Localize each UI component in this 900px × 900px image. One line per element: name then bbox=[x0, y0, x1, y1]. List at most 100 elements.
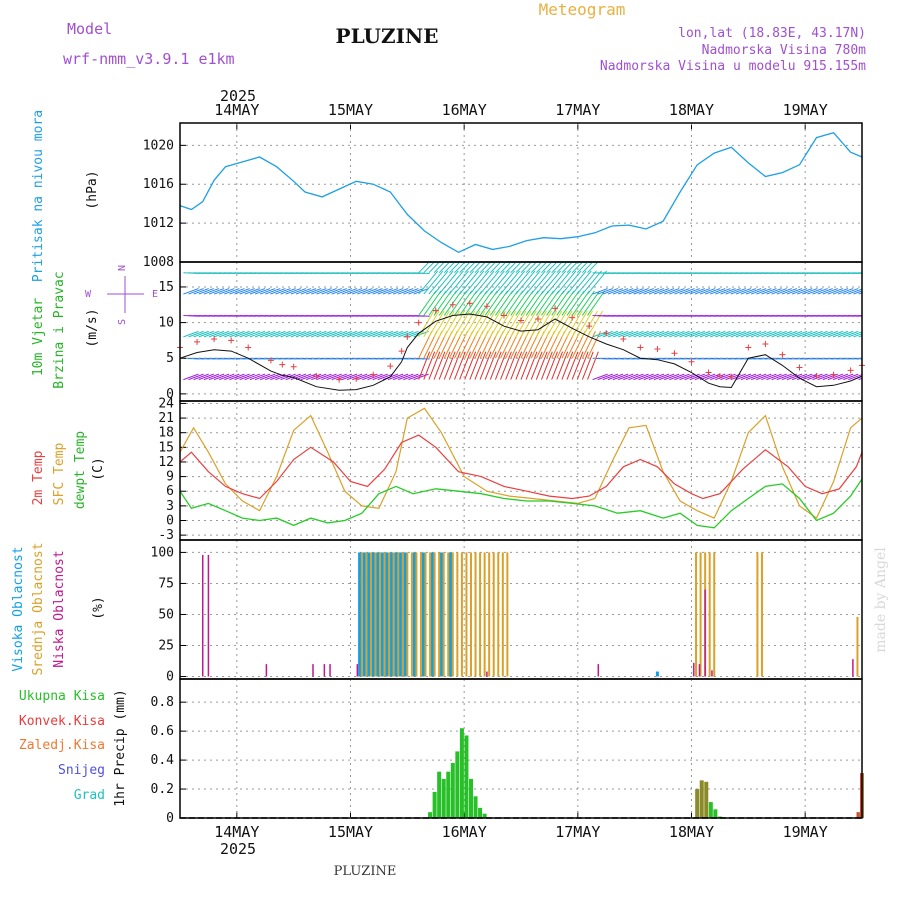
wind-arrow bbox=[346, 330, 363, 338]
wind-arrow bbox=[300, 330, 317, 338]
wind-arrow bbox=[448, 310, 466, 338]
precip-conv-bar bbox=[860, 773, 862, 818]
wind-arrow bbox=[505, 270, 526, 295]
bottom-day-label: 19MAY bbox=[783, 823, 828, 841]
wind-arrow bbox=[387, 330, 404, 338]
wind-arrow bbox=[587, 262, 599, 274]
wind-arrow bbox=[352, 330, 368, 338]
wind-label-1: 10m Vjetar bbox=[31, 298, 46, 376]
wind-arrow bbox=[459, 262, 471, 274]
wind-arrow bbox=[843, 373, 859, 381]
wind-arrow bbox=[275, 373, 291, 381]
top-day-label: 19MAY bbox=[783, 101, 828, 119]
wind-arrow bbox=[259, 330, 276, 338]
wind-arrow bbox=[807, 288, 823, 295]
wind-arrow bbox=[751, 373, 767, 381]
temp-ytick-label: 6 bbox=[166, 484, 174, 499]
wind-arrow bbox=[612, 330, 629, 338]
wind-arrow bbox=[367, 373, 383, 381]
wind-arrow bbox=[807, 330, 823, 338]
wind-arrow bbox=[776, 288, 792, 295]
wind-gust-marker bbox=[586, 323, 593, 330]
wind-vectors bbox=[183, 262, 862, 381]
wind-arrow bbox=[843, 288, 859, 295]
wind-arrow bbox=[295, 373, 312, 381]
wind-arrow bbox=[561, 290, 580, 316]
wind-arrow bbox=[510, 310, 527, 338]
wind-arrow bbox=[535, 351, 548, 380]
wind-arrow bbox=[525, 270, 546, 295]
wind-arrow bbox=[766, 330, 782, 338]
wind-arrow bbox=[602, 373, 619, 381]
wind-arrow bbox=[249, 373, 266, 381]
wind-arrow bbox=[848, 374, 862, 381]
wind-arrow bbox=[837, 330, 854, 338]
wind-arrow bbox=[403, 288, 419, 295]
wind-speed-line bbox=[179, 313, 863, 391]
high-cloud-bar bbox=[430, 552, 434, 677]
model-altitude-label: Nadmorska Visina u modelu 915.155m bbox=[600, 59, 866, 74]
wind-arrow bbox=[367, 330, 383, 338]
high-cloud-bar bbox=[358, 552, 362, 677]
wind-arrow bbox=[418, 351, 431, 380]
legend-snow: Snijeg bbox=[58, 763, 105, 778]
wind-gust-marker bbox=[728, 373, 735, 380]
wind-arrow bbox=[628, 373, 644, 381]
wind-arrow bbox=[541, 262, 553, 274]
wind-arrow bbox=[694, 373, 711, 381]
wind-arrow bbox=[362, 288, 378, 295]
wind-arrow bbox=[730, 330, 746, 338]
wind-arrow bbox=[428, 270, 449, 295]
wind-arrow bbox=[362, 330, 378, 338]
precip-bar bbox=[450, 762, 455, 818]
legend-hail: Grad bbox=[74, 788, 105, 803]
legend-conv-rain: Konvek.Kisa bbox=[19, 714, 105, 729]
wind-arrow bbox=[326, 373, 342, 381]
wind-arrow bbox=[484, 290, 503, 316]
temp-label-dewpt: dewpt Temp bbox=[73, 431, 88, 509]
wind-arrow bbox=[592, 373, 608, 381]
temp-ytick-label: 9 bbox=[166, 470, 174, 485]
wind-arrow bbox=[352, 288, 368, 295]
cloud-unit: (%) bbox=[91, 596, 106, 619]
wind-arrow bbox=[438, 351, 451, 380]
wind-arrow bbox=[423, 290, 442, 316]
wind-arrow bbox=[321, 288, 337, 295]
wind-gust-marker bbox=[387, 363, 394, 370]
cloud-ytick-label: 0 bbox=[166, 670, 174, 685]
wind-gust-marker bbox=[847, 367, 854, 374]
wind-arrow bbox=[756, 288, 772, 295]
wind-arrow bbox=[198, 288, 214, 295]
chart-title: Meteogram bbox=[539, 0, 626, 19]
wind-arrow bbox=[346, 373, 363, 381]
bottom-day-label: 15MAY bbox=[328, 823, 373, 841]
wind-arrow bbox=[454, 290, 473, 316]
high-cloud-bar bbox=[376, 552, 380, 677]
wind-arrow bbox=[658, 330, 675, 338]
wind-arrow bbox=[219, 373, 235, 381]
bottom-day-label: 14MAY bbox=[214, 823, 259, 841]
pressure-panel: 1008 1012 1016 1020 bbox=[143, 122, 863, 270]
precip-bar bbox=[704, 781, 709, 818]
wind-gust-marker bbox=[194, 338, 201, 345]
wind-arrow bbox=[658, 373, 675, 381]
wind-arrow bbox=[791, 373, 808, 381]
wind-arrow bbox=[817, 330, 833, 338]
wind-arrow bbox=[822, 330, 838, 338]
wind-arrow bbox=[392, 373, 409, 381]
wind-gust-marker bbox=[620, 335, 627, 342]
wind-gust-marker bbox=[637, 344, 644, 351]
wind-arrow bbox=[341, 330, 358, 338]
wind-arrow bbox=[643, 373, 659, 381]
wind-arrow bbox=[285, 330, 301, 338]
wind-arrow bbox=[229, 330, 245, 338]
precip-ytick-label: 0.8 bbox=[151, 695, 174, 710]
wind-arrow bbox=[530, 351, 543, 380]
wind-arrow bbox=[520, 270, 541, 295]
footer-station: PLUZINE bbox=[334, 864, 397, 879]
compass-n: N bbox=[117, 265, 128, 271]
wind-arrow bbox=[530, 310, 547, 338]
wind-arrow bbox=[372, 288, 388, 295]
legend-total-rain: Ukupna Kisa bbox=[19, 689, 105, 704]
wind-arrow bbox=[751, 288, 767, 295]
